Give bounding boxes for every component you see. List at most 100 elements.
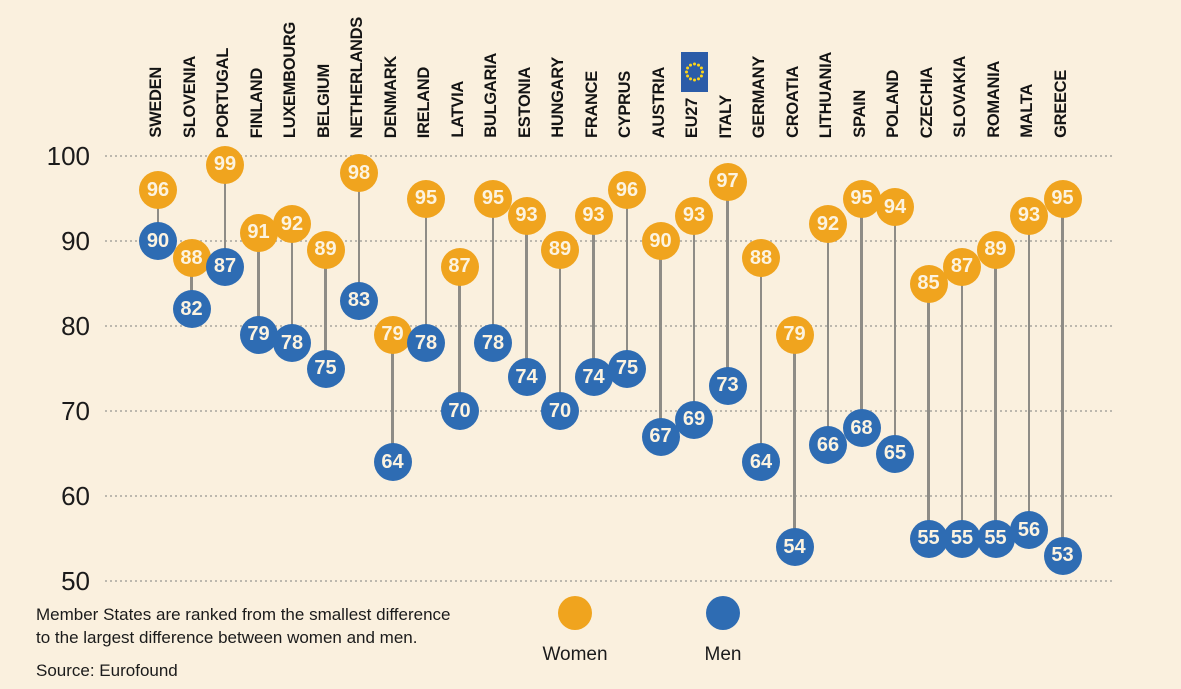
women-dot-latvia: 87 bbox=[440, 247, 479, 286]
men-dot-greece: 53 bbox=[1043, 536, 1082, 575]
gridline-60 bbox=[105, 495, 1115, 497]
men-dot-slovenia: 82 bbox=[172, 290, 211, 328]
women-dot-estonia: 93 bbox=[507, 196, 546, 235]
men-dot-eu27: 69 bbox=[675, 400, 713, 439]
men-dot-latvia: 70 bbox=[440, 392, 479, 430]
men-dot-italy: 73 bbox=[708, 366, 747, 405]
men-dot-denmark: 64 bbox=[373, 443, 412, 481]
country-label-estonia: ESTONIA bbox=[515, 67, 534, 138]
men-dot-croatia: 54 bbox=[775, 528, 814, 566]
connector-line-germany bbox=[759, 258, 763, 462]
women-dot-germany: 88 bbox=[742, 239, 780, 277]
legend-label-women: Women bbox=[542, 644, 608, 665]
connector-line-slovenia bbox=[190, 258, 193, 309]
men-dot-ireland: 78 bbox=[407, 324, 445, 362]
men-legend-dot-icon bbox=[706, 596, 740, 630]
gridline-90 bbox=[105, 240, 1115, 242]
country-label-spain: SPAIN bbox=[850, 90, 869, 138]
ranking-note: Member States are ranked from the smalle… bbox=[36, 604, 450, 649]
source-credit: Source: Eurofound bbox=[36, 661, 178, 680]
country-label-cyprus: CYPRUS bbox=[616, 71, 634, 138]
women-dot-belgium: 89 bbox=[306, 230, 345, 269]
y-tick-label-50: 50 bbox=[61, 566, 90, 596]
women-dot-spain: 95 bbox=[842, 179, 881, 218]
legend-label-men: Men bbox=[704, 644, 742, 665]
country-label-ireland: IRELAND bbox=[415, 66, 433, 138]
women-dot-slovakia: 87 bbox=[943, 247, 981, 286]
connector-line-latvia bbox=[458, 266, 461, 411]
ranking-note-line2: to the largest difference between women … bbox=[36, 627, 418, 647]
country-label-italy: ITALY bbox=[716, 94, 735, 138]
men-dot-spain: 68 bbox=[842, 409, 881, 447]
men-dot-belgium: 75 bbox=[306, 349, 345, 388]
women-dot-austria: 90 bbox=[641, 222, 680, 260]
women-dot-italy: 97 bbox=[708, 162, 747, 201]
connector-line-luxembourg bbox=[290, 224, 294, 343]
women-legend-dot-icon bbox=[558, 596, 592, 630]
connector-line-malta bbox=[1027, 215, 1031, 530]
men-dot-netherlands: 83 bbox=[340, 281, 378, 320]
women-dot-bulgaria: 95 bbox=[474, 179, 512, 218]
men-dot-france: 74 bbox=[574, 358, 613, 396]
country-label-portugal: PORTUGAL bbox=[214, 47, 232, 138]
ranking-note-line1: Member States are ranked from the smalle… bbox=[36, 605, 451, 624]
y-tick-label-70: 70 bbox=[61, 396, 90, 426]
country-label-greece: GREECE bbox=[1051, 70, 1070, 138]
country-label-netherlands: NETHERLANDS bbox=[348, 16, 366, 138]
country-label-france: FRANCE bbox=[582, 71, 601, 138]
connector-line-austria bbox=[659, 241, 662, 437]
country-label-belgium: BELGIUM bbox=[314, 64, 333, 138]
women-dot-hungary: 89 bbox=[541, 230, 579, 269]
women-dot-lithuania: 92 bbox=[809, 205, 847, 243]
men-dot-hungary: 70 bbox=[541, 392, 579, 430]
men-dot-sweden: 90 bbox=[139, 222, 177, 260]
country-label-romania: ROMANIA bbox=[984, 61, 1003, 138]
connector-line-finland bbox=[257, 232, 260, 335]
country-label-czechia: CZECHIA bbox=[917, 66, 936, 138]
connector-line-greece bbox=[1061, 198, 1064, 556]
men-dot-luxembourg: 78 bbox=[273, 324, 311, 362]
women-dot-denmark: 79 bbox=[373, 315, 412, 354]
women-dot-greece: 95 bbox=[1043, 179, 1082, 218]
country-label-finland: FINLAND bbox=[247, 67, 266, 138]
connector-line-france bbox=[592, 215, 595, 377]
country-label-slovenia: SLOVENIA bbox=[180, 56, 199, 138]
connector-line-czechia bbox=[927, 283, 930, 539]
gridline-100 bbox=[105, 155, 1115, 157]
men-dot-portugal: 87 bbox=[206, 247, 244, 286]
men-dot-finland: 79 bbox=[239, 315, 278, 354]
connector-line-denmark bbox=[391, 334, 394, 462]
country-label-slovakia: SLOVAKIA bbox=[951, 56, 969, 138]
men-dot-czechia: 55 bbox=[909, 519, 948, 558]
country-label-malta: MALTA bbox=[1018, 84, 1036, 138]
women-dot-poland: 94 bbox=[876, 188, 914, 226]
y-tick-label-60: 60 bbox=[61, 481, 90, 511]
connector-line-lithuania bbox=[826, 224, 830, 445]
country-label-germany: GERMANY bbox=[750, 55, 768, 138]
women-dot-ireland: 95 bbox=[407, 179, 445, 218]
y-tick-label-90: 90 bbox=[61, 226, 90, 256]
women-dot-france: 93 bbox=[574, 196, 613, 235]
country-label-latvia: LATVIA bbox=[448, 81, 467, 138]
connector-line-netherlands bbox=[357, 173, 361, 301]
gridline-70 bbox=[105, 410, 1115, 412]
women-dot-portugal: 99 bbox=[206, 145, 244, 184]
country-label-lithuania: LITHUANIA bbox=[817, 51, 835, 138]
men-dot-romania: 55 bbox=[976, 519, 1015, 558]
country-label-croatia: CROATIA bbox=[783, 66, 802, 138]
men-dot-estonia: 74 bbox=[507, 358, 546, 396]
women-dot-slovenia: 88 bbox=[172, 239, 211, 277]
country-label-austria: AUSTRIA bbox=[649, 66, 668, 138]
country-label-sweden: SWEDEN bbox=[147, 67, 165, 138]
connector-line-eu27 bbox=[692, 215, 696, 420]
men-dot-slovakia: 55 bbox=[943, 519, 981, 558]
connector-line-sweden bbox=[156, 190, 160, 241]
legend-item-women: Women bbox=[515, 596, 635, 666]
men-dot-cyprus: 75 bbox=[608, 349, 646, 388]
country-label-poland: POLAND bbox=[884, 70, 902, 138]
women-dot-czechia: 85 bbox=[909, 264, 948, 303]
connector-line-portugal bbox=[223, 164, 227, 267]
connector-line-romania bbox=[994, 249, 997, 539]
connector-line-cyprus bbox=[625, 190, 629, 369]
